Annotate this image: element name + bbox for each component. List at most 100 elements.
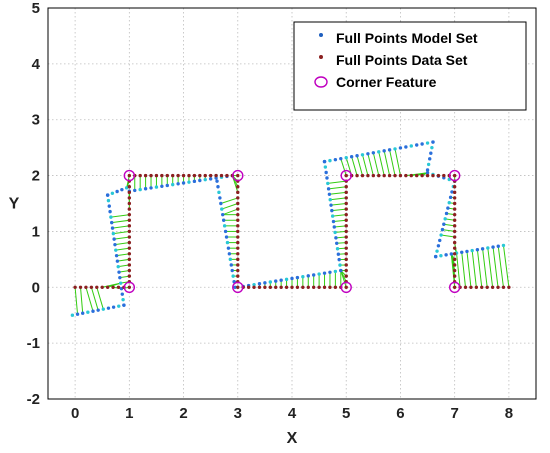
correspondence-line (331, 208, 347, 212)
model-point (444, 211, 449, 216)
model-point (133, 188, 137, 193)
data-point (398, 173, 403, 178)
x-tick-label: 8 (505, 405, 513, 422)
data-point (198, 173, 202, 178)
model-point (393, 147, 397, 151)
correspondence-line (332, 214, 347, 217)
correspondence-line (362, 154, 369, 176)
model-point (398, 146, 403, 150)
data-point (452, 235, 457, 239)
correspondence-line (333, 219, 347, 223)
x-tick-label: 3 (234, 405, 242, 422)
model-point (217, 190, 221, 195)
correspondence-line (340, 158, 347, 176)
data-point (127, 185, 132, 189)
data-point (295, 285, 300, 289)
model-point (339, 268, 343, 273)
correspondence-line (492, 247, 499, 288)
model-point (475, 247, 480, 252)
model-point (106, 306, 111, 310)
corner-feature-marker (340, 169, 352, 182)
x-axis-label: X (287, 430, 298, 447)
x-tick-label: 6 (396, 405, 404, 422)
model-point (449, 252, 454, 256)
data-point (306, 285, 310, 289)
model-point (325, 176, 329, 180)
correspondence-line (220, 197, 238, 204)
corner-feature-marker (232, 281, 244, 293)
data-point (344, 190, 348, 195)
data-point (415, 173, 419, 178)
model-point (223, 229, 228, 234)
correspondence-line (389, 149, 396, 176)
model-point (225, 240, 230, 245)
data-point (127, 257, 132, 262)
model-point (113, 242, 117, 247)
y-tick-label: -1 (27, 335, 40, 352)
model-point (335, 247, 340, 251)
data-point (84, 285, 88, 289)
model-point (333, 230, 337, 235)
correspondence-line (456, 253, 461, 288)
data-point (127, 207, 132, 211)
correspondence-line (487, 247, 494, 288)
data-point (452, 252, 457, 256)
model-point (442, 222, 446, 226)
legend-item: Full Points Model Set (319, 30, 478, 46)
correspondence-line (80, 287, 84, 314)
data-point (452, 190, 457, 195)
data-point (203, 173, 207, 178)
y-tick-label: 1 (32, 223, 40, 240)
model-point (107, 204, 111, 208)
correspondence-line (110, 214, 130, 218)
corner-feature-marker (340, 281, 352, 293)
model-point (335, 241, 339, 245)
model-point (439, 254, 443, 258)
model-point (301, 275, 305, 279)
model-point (81, 311, 85, 315)
correspondence-line (90, 287, 99, 311)
model-point (219, 201, 223, 206)
model-point (214, 176, 218, 180)
model-point (328, 198, 332, 202)
correspondence-line (367, 153, 374, 176)
model-point (218, 196, 222, 200)
data-point (127, 240, 132, 245)
model-point (181, 181, 186, 185)
model-point (460, 250, 464, 254)
model-point (446, 206, 450, 210)
model-point (117, 270, 121, 274)
model-point (120, 292, 124, 296)
model-point (121, 297, 125, 302)
model-point (436, 244, 441, 248)
data-point (208, 173, 213, 178)
data-point (127, 274, 132, 278)
legend-label: Corner Feature (336, 74, 437, 90)
data-point (344, 207, 348, 211)
data-point (225, 173, 229, 178)
model-point (290, 276, 294, 281)
data-point (89, 285, 94, 289)
model-point (336, 252, 341, 256)
data-point (496, 285, 500, 289)
model-point (295, 275, 300, 280)
data-point (452, 257, 457, 262)
model-point (198, 178, 202, 183)
model-point (328, 158, 332, 163)
data-point (452, 285, 457, 289)
model-point (110, 226, 115, 230)
data-point (328, 285, 332, 289)
data-point (127, 212, 132, 217)
model-point (226, 246, 231, 250)
y-tick-label: 3 (32, 112, 40, 129)
legend: Full Points Model Set Full Points Data Se… (293, 21, 527, 111)
data-point (322, 285, 327, 289)
data-point (344, 201, 348, 206)
model-point (117, 304, 121, 308)
data-point (127, 268, 132, 273)
model-point (257, 282, 262, 286)
correspondence-line (372, 152, 380, 176)
model-point (444, 253, 448, 257)
model-point (114, 248, 118, 252)
